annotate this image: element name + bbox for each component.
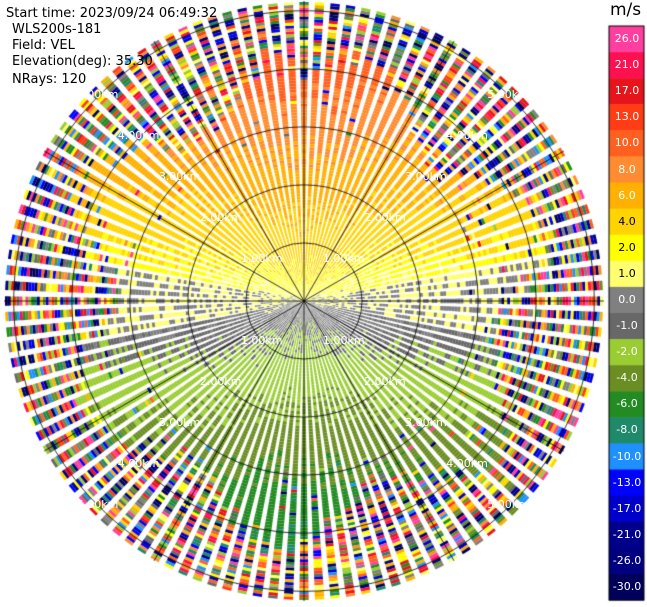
ring-label: 4.00km — [446, 457, 488, 471]
colorbar-tick-label: -26.0 — [612, 553, 642, 567]
ring-label: 2.00km — [199, 375, 242, 389]
colorbar-tick-label: 13.0 — [614, 110, 640, 124]
colorbar-tick-label: 8.0 — [618, 162, 636, 176]
colorbar-tick-label: -4.0 — [616, 371, 638, 385]
colorbar-tick-label: 10.0 — [614, 136, 640, 150]
ring-label: 2.00km — [364, 375, 406, 389]
ring-label: 3.00km — [405, 416, 447, 430]
ring-label: 3.00km — [405, 169, 447, 183]
ring-label: 4.00km — [117, 457, 160, 471]
colorbar-tick-label: 0.0 — [618, 292, 636, 306]
field-label: Field: VEL — [12, 38, 75, 53]
ring-label: 1.00km — [323, 251, 365, 265]
colorbar-tick-label: -8.0 — [616, 423, 638, 437]
ring-label: 5.00km — [487, 87, 529, 101]
start-time-label: Start time: 2023/09/24 06:49:32 — [6, 6, 218, 21]
colorbar-tick-label: -21.0 — [612, 527, 642, 541]
colorbar-tick-label: -30.0 — [612, 579, 642, 593]
colorbar-tick-label: -2.0 — [616, 345, 638, 359]
ring-label: 1.00km — [323, 334, 365, 348]
colorbar-tick-label: 26.0 — [614, 32, 640, 46]
colorbar-tick-label: -13.0 — [612, 475, 642, 489]
ring-label: 4.00km — [117, 128, 160, 142]
ring-label: 4.00km — [446, 128, 488, 142]
colorbar-tick-label: -10.0 — [612, 449, 642, 463]
colorbar-tick-label: 21.0 — [614, 58, 640, 72]
ring-label: 5.00km — [76, 498, 119, 512]
ring-label: 3.00km — [158, 416, 201, 430]
ring-label: 2.00km — [364, 210, 406, 224]
colorbar-tick-label: 1.0 — [618, 266, 636, 280]
colorbar-tick-label: -17.0 — [612, 501, 642, 515]
ring-label: 3.00km — [158, 169, 201, 183]
colorbar-tick-label: 17.0 — [614, 84, 640, 98]
colorbar-tick-label: -6.0 — [616, 397, 638, 411]
colorbar-tick-label: 6.0 — [618, 188, 636, 202]
ring-label: 5.00km — [76, 87, 119, 101]
colorbar-tick-label: -1.0 — [616, 319, 638, 333]
ring-label: 1.00km — [240, 251, 283, 265]
ring-label: 1.00km — [240, 334, 283, 348]
ring-label: 2.00km — [199, 210, 242, 224]
ring-label: 5.00km — [487, 498, 529, 512]
instrument-label: WLS200s-181 — [12, 22, 102, 37]
elevation-label: Elevation(deg): 35.30 — [12, 54, 153, 69]
colorbar-unit-label: m/s — [610, 0, 642, 20]
colorbar-tick-label: 2.0 — [618, 240, 636, 254]
colorbar-tick-label: 4.0 — [618, 214, 636, 228]
nrays-label: NRays: 120 — [12, 72, 87, 87]
